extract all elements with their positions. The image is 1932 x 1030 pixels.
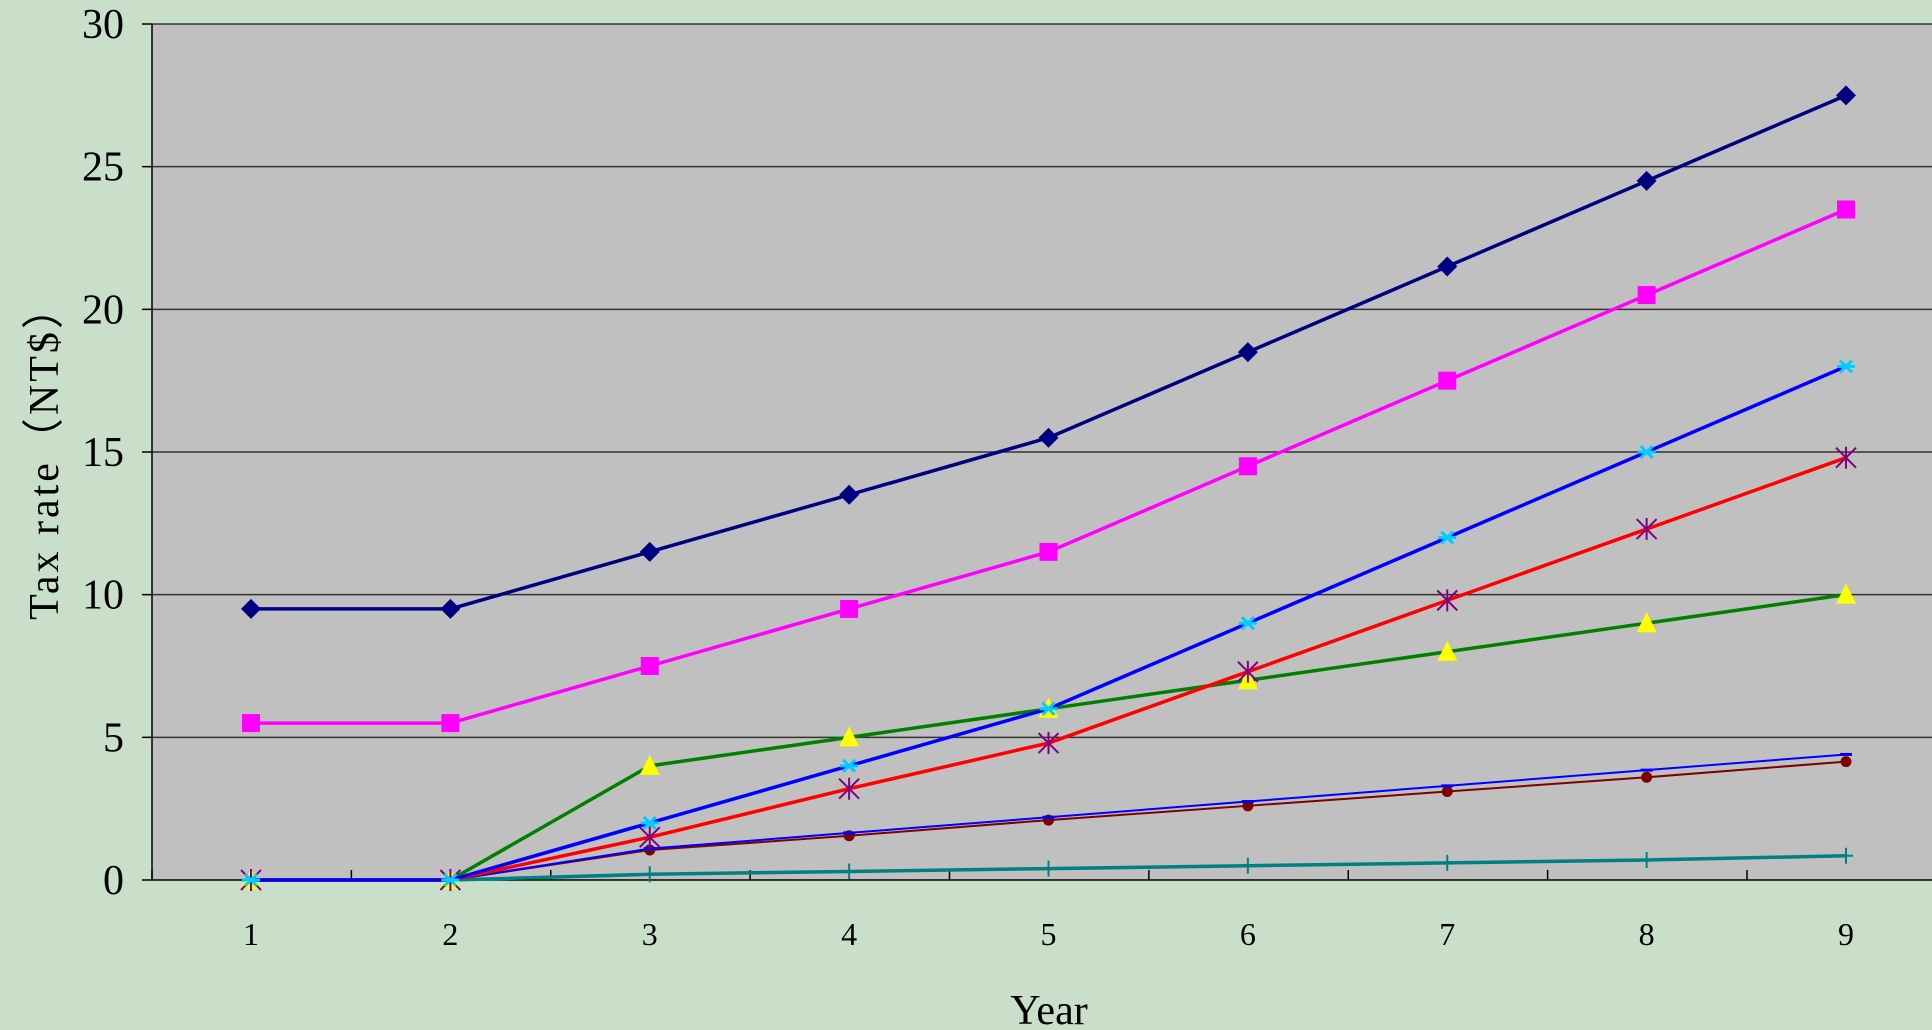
x-axis-title: Year xyxy=(1010,988,1087,1030)
data-point xyxy=(1837,359,1855,374)
x-tick-label: 2 xyxy=(442,916,458,952)
x-tick-label: 3 xyxy=(642,916,658,952)
data-point xyxy=(1438,371,1457,390)
data-point xyxy=(1038,427,1059,448)
data-point xyxy=(842,863,857,880)
x-tick-label: 7 xyxy=(1439,916,1455,952)
x-tick-label: 5 xyxy=(1041,916,1057,952)
data-point xyxy=(1242,800,1254,812)
data-point xyxy=(1835,446,1857,469)
data-point xyxy=(1039,701,1058,716)
y-tick-label: 30 xyxy=(82,2,124,48)
data-point xyxy=(242,872,260,888)
data-point xyxy=(1441,786,1453,798)
y-axis-title: Tax rate（NT$） xyxy=(22,284,68,620)
data-point xyxy=(440,598,461,619)
data-point xyxy=(1636,170,1657,191)
data-point xyxy=(1237,660,1259,683)
data-point xyxy=(1635,518,1658,541)
data-point xyxy=(639,541,660,562)
data-point xyxy=(642,866,657,883)
data-point xyxy=(838,777,860,800)
data-point xyxy=(1637,444,1656,460)
data-point xyxy=(441,714,460,733)
data-point xyxy=(1437,256,1458,277)
x-tick-label: 1 xyxy=(243,916,259,952)
data-point xyxy=(639,754,660,775)
series-2 xyxy=(242,200,1855,733)
data-point xyxy=(840,758,859,773)
data-point xyxy=(1440,854,1455,871)
series-1 xyxy=(241,85,1856,619)
y-tick-label: 10 xyxy=(82,573,124,619)
data-point xyxy=(639,826,661,849)
data-point xyxy=(1639,852,1654,869)
data-point xyxy=(1237,342,1258,363)
data-point xyxy=(1240,857,1255,874)
series-3 xyxy=(242,359,1855,888)
data-point xyxy=(640,657,659,675)
data-point xyxy=(1437,640,1458,661)
y-tick-label: 0 xyxy=(103,858,124,904)
data-point xyxy=(242,714,260,733)
x-tick-label: 8 xyxy=(1639,916,1655,952)
data-point xyxy=(1636,612,1657,633)
data-point xyxy=(1836,85,1856,106)
x-tick-labels: 1 2 3 4 5 6 7 8 9 xyxy=(243,916,1854,952)
y-tick-label: 20 xyxy=(82,287,124,333)
data-point xyxy=(1436,589,1458,612)
y-tick-label: 15 xyxy=(82,430,124,476)
data-point xyxy=(1836,583,1856,604)
data-point xyxy=(1238,616,1257,631)
data-point xyxy=(1839,847,1853,864)
data-point xyxy=(840,599,859,618)
gridlines xyxy=(152,23,1932,739)
data-point xyxy=(1840,756,1852,768)
data-point xyxy=(241,598,261,619)
series-group xyxy=(240,85,1857,891)
data-point xyxy=(1041,860,1056,877)
data-point xyxy=(1438,530,1457,545)
y-tick-label: 25 xyxy=(82,145,124,191)
data-point xyxy=(839,726,860,747)
data-point xyxy=(839,484,860,505)
data-point xyxy=(1637,286,1656,305)
y-tick-labels: 0 5 10 15 20 25 30 xyxy=(82,2,124,904)
x-tick-label: 4 xyxy=(841,916,857,952)
x-tick-label: 9 xyxy=(1838,916,1854,952)
x-tick-label: 6 xyxy=(1240,916,1256,952)
data-point xyxy=(1837,200,1855,219)
data-point xyxy=(640,815,659,830)
data-point xyxy=(1037,732,1060,755)
data-point xyxy=(1641,771,1653,783)
data-point xyxy=(1039,542,1058,561)
data-point xyxy=(1238,457,1257,476)
data-point xyxy=(441,872,460,888)
y-tick-label: 5 xyxy=(103,715,124,761)
